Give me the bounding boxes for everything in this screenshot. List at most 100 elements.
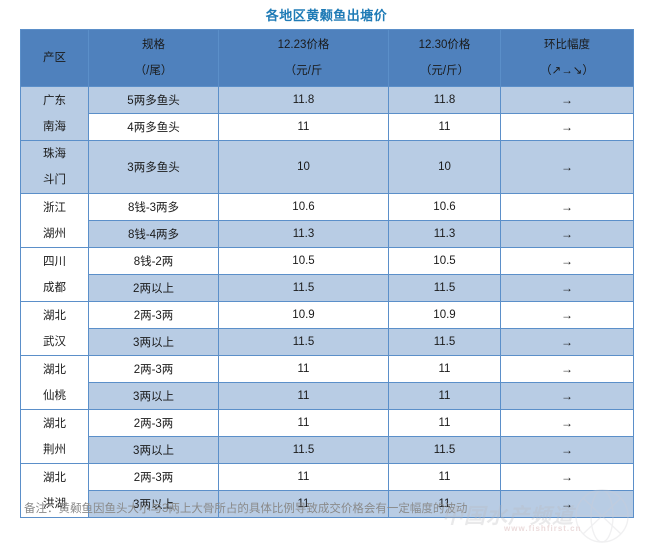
column-header-price-curr: 12.30价格 （元/斤） — [388, 29, 501, 87]
price-curr-cell: 11.5 — [388, 274, 501, 302]
table-row: 2两以上 11.5 11.5 → — [21, 274, 634, 302]
table-row: 8钱-4两多 11.3 11.3 → — [21, 220, 634, 248]
region-name-line1: 珠海 — [43, 148, 66, 160]
trend-flat-icon: → — [561, 415, 573, 430]
column-header-spec: 规格 （/尾） — [88, 29, 219, 87]
page-title: 各地区黄颡鱼出塘价 — [265, 8, 388, 23]
table-row: 广东 南海 5两多鱼头 11.8 11.8 → — [20, 86, 634, 141]
trend-flat-icon: → — [561, 307, 573, 322]
table-row: 浙江 湖州 8钱-3两多 10.6 10.6 → — [20, 193, 634, 248]
price-prev-cell: 10.5 — [218, 247, 389, 275]
spec-cell: 8钱-3两多 — [88, 193, 219, 221]
region-cell: 浙江 湖州 — [20, 193, 89, 248]
table-row: 珠海 斗门 3两多鱼头 10 10 → — [20, 140, 634, 194]
trend-cell: → — [500, 409, 634, 437]
trend-cell: → — [500, 355, 634, 383]
footer-note: 备注：黄颡鱼因鱼头大小与3两上大骨所占的具体比例导致成交价格会有一定幅度的波动 — [24, 503, 468, 515]
price-curr-cell: 10 — [388, 140, 501, 194]
price-curr-cell: 11 — [388, 355, 501, 383]
table-row: 湖北 武汉 2两-3两 10.9 10.9 → — [20, 301, 634, 356]
region-name-line1: 四川 — [43, 255, 66, 268]
region-cell: 湖北 仙桃 — [20, 355, 89, 410]
price-prev-cell: 11 — [218, 355, 389, 383]
price-prev-cell: 11.5 — [218, 328, 389, 356]
spec-cell: 8钱-4两多 — [88, 220, 219, 248]
trend-cell: → — [500, 193, 634, 221]
spec-cell: 8钱-2两 — [88, 247, 219, 275]
spec-cell: 2两-3两 — [88, 463, 219, 491]
spec-cell: 3两以上 — [88, 382, 219, 410]
price-table: 产区 规格 （/尾） 12.23价格 （元/斤 12.30价格 （元/斤） 环比… — [20, 29, 634, 518]
column-header-price-prev-label: 12.23价格 — [277, 39, 330, 51]
region-name-line1: 湖北 — [43, 471, 66, 484]
table-row: 湖北 仙桃 2两-3两 11 11 → — [20, 355, 634, 410]
spec-cell: 3两以上 — [88, 436, 219, 464]
column-header-spec-label: 规格 — [142, 39, 165, 51]
price-curr-cell: 11 — [388, 463, 501, 491]
column-header-trend: 环比幅度 （↗→↘） — [500, 29, 634, 87]
region-cell: 湖北 洪湖 — [20, 463, 89, 518]
region-cell: 湖北 武汉 — [20, 301, 89, 356]
spec-cell: 5两多鱼头 — [88, 86, 219, 114]
table-row: 3两以上 11.5 11.5 → — [21, 436, 634, 464]
column-header-region-label: 产区 — [43, 52, 66, 64]
trend-cell: → — [500, 490, 634, 518]
trend-flat-icon: → — [561, 496, 573, 511]
trend-cell: → — [500, 140, 634, 194]
trend-flat-icon: → — [561, 469, 573, 484]
trend-cell: → — [500, 113, 634, 141]
region-name-line2: 南海 — [43, 120, 66, 133]
trend-cell: → — [500, 301, 634, 329]
price-prev-cell: 10.9 — [218, 301, 389, 329]
table-header: 产区 规格 （/尾） 12.23价格 （元/斤 12.30价格 （元/斤） 环比… — [20, 29, 634, 87]
price-curr-cell: 11.5 — [388, 436, 501, 464]
trend-cell: → — [500, 436, 634, 464]
column-header-price-prev: 12.23价格 （元/斤 — [218, 29, 389, 87]
trend-flat-icon: → — [561, 253, 573, 268]
trend-cell: → — [500, 463, 634, 491]
region-name-line2: 荆州 — [43, 443, 66, 456]
spec-cell: 2两-3两 — [88, 355, 219, 383]
price-curr-cell: 11.5 — [388, 328, 501, 356]
price-prev-cell: 10 — [218, 140, 389, 194]
spec-cell: 3两以上 — [88, 490, 219, 518]
column-header-region: 产区 — [20, 29, 89, 87]
table-row: 3两以上 11 11 → — [21, 382, 634, 410]
table-row: 3两以上 11.5 11.5 → — [21, 328, 634, 356]
price-table-container: 产区 规格 （/尾） 12.23价格 （元/斤 12.30价格 （元/斤） 环比… — [20, 29, 634, 518]
price-prev-cell: 11.5 — [218, 274, 389, 302]
price-curr-cell: 11 — [388, 409, 501, 437]
price-prev-cell: 11 — [218, 463, 389, 491]
price-prev-cell: 11 — [218, 113, 389, 141]
price-curr-cell: 11.3 — [388, 220, 501, 248]
trend-flat-icon: → — [561, 442, 573, 457]
trend-flat-icon: → — [561, 159, 573, 174]
region-name-line2: 湖州 — [43, 227, 66, 240]
trend-flat-icon: → — [561, 119, 573, 134]
region-name-line1: 湖北 — [43, 363, 66, 376]
price-curr-cell: 11 — [388, 490, 501, 518]
trend-flat-icon: → — [561, 226, 573, 241]
spec-cell: 2两-3两 — [88, 409, 219, 437]
table-row: 4两多鱼头 11 11 → — [21, 113, 634, 141]
spec-cell: 2两以上 — [88, 274, 219, 302]
header-row: 产区 规格 （/尾） 12.23价格 （元/斤 12.30价格 （元/斤） 环比… — [20, 29, 634, 87]
trend-flat-icon: → — [561, 334, 573, 349]
trend-flat-icon: → — [561, 199, 573, 214]
region-name-line2: 洪湖 — [43, 497, 66, 510]
region-name-line1: 湖北 — [43, 417, 66, 430]
region-name-line1: 广东 — [43, 94, 66, 107]
table-row: 四川 成都 8钱-2两 10.5 10.5 → — [20, 247, 634, 302]
region-name-line2: 成都 — [43, 281, 66, 294]
column-header-price-prev-unit: （元/斤 — [284, 65, 323, 77]
table-row: 湖北 洪湖 2两-3两 11 11 → — [20, 463, 634, 518]
column-header-trend-legend: （↗→↘） — [540, 65, 594, 77]
trend-cell: → — [500, 247, 634, 275]
price-prev-cell: 11.8 — [218, 86, 389, 114]
price-curr-cell: 11 — [388, 382, 501, 410]
spec-cell: 4两多鱼头 — [88, 113, 219, 141]
table-body: 广东 南海 5两多鱼头 11.8 11.8 → 4两多鱼头 11 11 → 珠海 斗门 3两多鱼头 10 1… — [20, 86, 634, 518]
trend-cell: → — [500, 86, 634, 114]
price-prev-cell: 10.6 — [218, 193, 389, 221]
price-prev-cell: 11 — [218, 382, 389, 410]
